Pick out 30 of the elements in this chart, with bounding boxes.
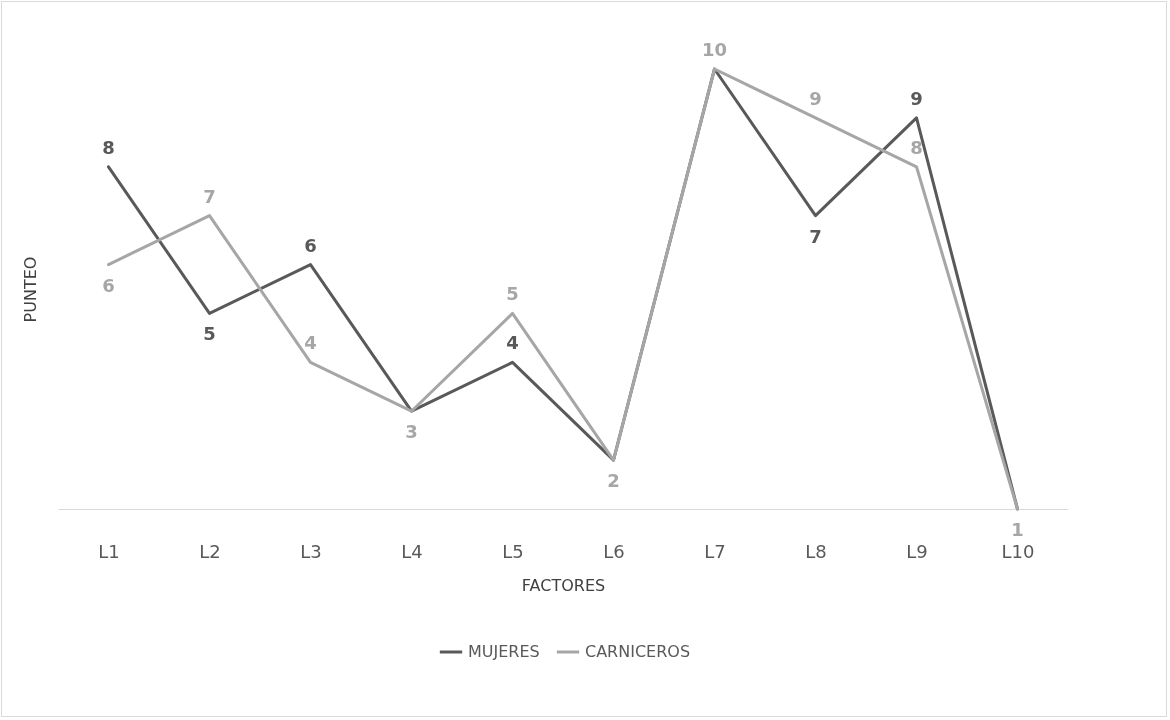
data-label: 5 bbox=[506, 283, 519, 305]
x-tick-label: L3 bbox=[300, 540, 322, 562]
x-tick-label: L1 bbox=[98, 540, 120, 562]
data-label: 6 bbox=[102, 274, 115, 296]
x-tick-label: L7 bbox=[704, 540, 726, 562]
x-tick-label: L5 bbox=[502, 540, 524, 562]
data-label: 8 bbox=[910, 136, 923, 158]
data-label: 3 bbox=[405, 421, 418, 443]
data-label: 6 bbox=[304, 234, 317, 256]
data-label: 8 bbox=[102, 136, 115, 158]
data-label: 5 bbox=[203, 323, 216, 345]
data-label: 4 bbox=[304, 332, 317, 354]
x-tick-label: L2 bbox=[199, 540, 221, 562]
data-label: 1 bbox=[1011, 519, 1024, 540]
data-label: 7 bbox=[809, 225, 822, 247]
x-tick-label: L4 bbox=[401, 540, 423, 562]
x-tick-label: L8 bbox=[805, 540, 827, 562]
data-label: 9 bbox=[809, 87, 822, 109]
legend-label: MUJERES bbox=[468, 642, 540, 661]
data-label: 10 bbox=[701, 39, 728, 60]
data-label: 9 bbox=[910, 87, 923, 109]
legend-label: CARNICEROS bbox=[585, 642, 691, 661]
x-axis-title: FACTORES bbox=[521, 575, 606, 595]
x-tick-label: L9 bbox=[906, 540, 928, 562]
x-tick-label: L6 bbox=[603, 540, 625, 562]
data-label: 2 bbox=[607, 470, 620, 492]
x-tick-label: L10 bbox=[1001, 540, 1035, 562]
data-label: 7 bbox=[203, 185, 216, 207]
data-label: 4 bbox=[506, 332, 519, 354]
y-axis-title: PUNTEO bbox=[20, 256, 40, 323]
